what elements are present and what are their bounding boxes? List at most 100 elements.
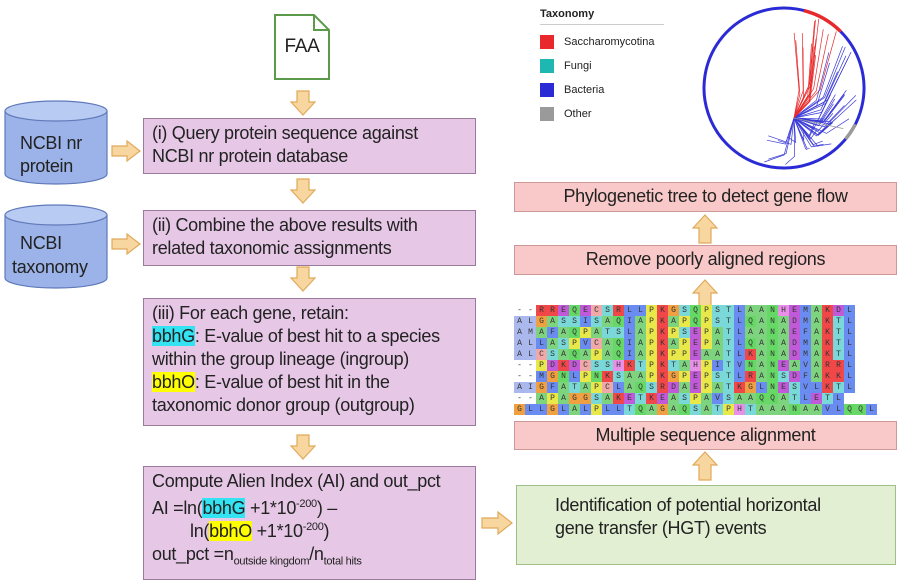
residue: R: [822, 360, 833, 371]
residue: A: [756, 404, 767, 415]
residue: P: [646, 360, 657, 371]
residue: S: [679, 393, 690, 404]
residue: L: [569, 371, 580, 382]
step3-bbhg-line: bbhG: E-value of best hit to a species: [152, 325, 467, 348]
tree-arc-saccharomycotina: [803, 8, 842, 33]
residue: T: [635, 393, 646, 404]
residue: K: [657, 371, 668, 382]
residue: T: [635, 360, 646, 371]
residue: L: [734, 305, 745, 316]
residue: P: [701, 360, 712, 371]
residue: A: [756, 338, 767, 349]
residue: G: [745, 382, 756, 393]
residue: E: [778, 360, 789, 371]
taxonomy-legend: Taxonomy Saccharomycotina Fungi Bacteria Ot…: [540, 8, 670, 128]
residue: E: [690, 349, 701, 360]
residue: P: [701, 327, 712, 338]
residue: A: [811, 338, 822, 349]
residue: D: [789, 349, 800, 360]
residue: C: [591, 305, 602, 316]
db-tax-label-1: NCBI: [20, 233, 62, 253]
residue: K: [833, 371, 844, 382]
bbhg-desc1: : E-value of best hit to a species: [194, 326, 440, 347]
residue: S: [778, 371, 789, 382]
residue: K: [657, 327, 668, 338]
ai-bbhg: bbhG: [202, 498, 246, 519]
residue: -: [517, 306, 522, 315]
residue: K: [734, 382, 745, 393]
residue: V: [800, 382, 811, 393]
residue: Q: [690, 316, 701, 327]
residue: M: [525, 327, 536, 338]
residue: L: [613, 404, 624, 415]
residue: A: [679, 360, 690, 371]
residue: S: [646, 382, 657, 393]
residue: S: [569, 316, 580, 327]
residue: Q: [745, 316, 756, 327]
residue: K: [624, 360, 635, 371]
residue: A: [767, 404, 778, 415]
residue: G: [547, 404, 558, 415]
residue: P: [701, 371, 712, 382]
residue: M: [800, 349, 811, 360]
residue: L: [844, 360, 855, 371]
residue: S: [547, 349, 558, 360]
residue: P: [701, 316, 712, 327]
residue: A: [547, 338, 558, 349]
residue: A: [778, 404, 789, 415]
legend-item-fungi: Fungi: [540, 55, 670, 77]
residue: A: [811, 305, 822, 316]
residue: L: [613, 382, 624, 393]
residue: L: [635, 305, 646, 316]
residue: F: [547, 327, 558, 338]
faa-label: FAA: [284, 35, 320, 57]
residue: T: [745, 404, 756, 415]
residue: G: [536, 316, 547, 327]
residue: L: [844, 316, 855, 327]
residue: -: [517, 394, 522, 403]
residue: A: [514, 338, 525, 349]
residue: K: [822, 382, 833, 393]
residue: K: [613, 393, 624, 404]
residue: A: [811, 316, 822, 327]
residue: L: [734, 338, 745, 349]
residue: T: [723, 382, 734, 393]
residue: N: [745, 360, 756, 371]
residue: A: [734, 393, 745, 404]
db-tax-label-2: taxonomy: [12, 257, 88, 277]
hgt-line2: gene transfer (HGT) events: [555, 518, 767, 539]
residue: A: [646, 404, 657, 415]
residue: L: [536, 338, 547, 349]
residue: P: [690, 393, 701, 404]
residue: N: [767, 382, 778, 393]
residue: E: [811, 393, 822, 404]
residue: L: [734, 316, 745, 327]
residue: P: [701, 305, 712, 316]
residue: S: [712, 316, 723, 327]
hgt-box: Identification of potential horizontal g…: [516, 485, 896, 565]
residue: D: [789, 338, 800, 349]
residue: L: [833, 404, 844, 415]
arrow-right-hgt: [481, 511, 513, 535]
tree-branches: [764, 18, 857, 165]
residue: L: [734, 371, 745, 382]
residue: A: [514, 316, 525, 327]
residue: N: [767, 360, 778, 371]
arrow-down-2: [290, 178, 316, 204]
residue: L: [844, 349, 855, 360]
residue: K: [657, 305, 668, 316]
residue: D: [833, 305, 844, 316]
residue: S: [591, 393, 602, 404]
residue: S: [558, 338, 569, 349]
residue: A: [778, 393, 789, 404]
residue: S: [679, 305, 690, 316]
residue: -: [528, 361, 533, 370]
residue: A: [756, 360, 767, 371]
residue: A: [712, 327, 723, 338]
